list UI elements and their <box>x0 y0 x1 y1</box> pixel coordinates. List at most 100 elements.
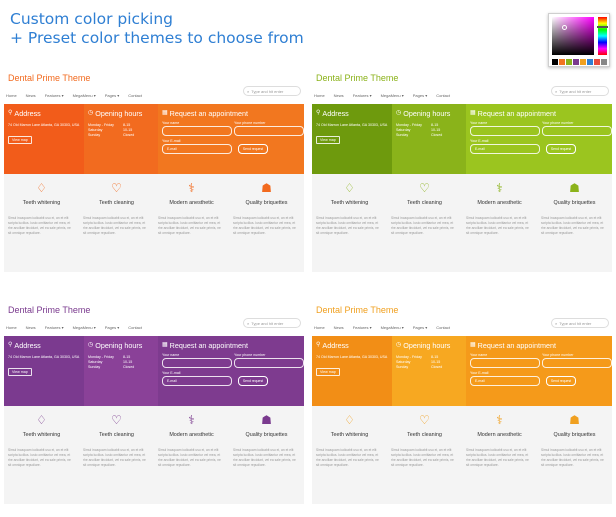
search-icon: ⌕ <box>555 320 558 326</box>
send-request-button[interactable]: Send request <box>546 144 576 154</box>
search-input[interactable]: ⌕ Type and hit enter <box>243 318 301 328</box>
address-heading: ⚲ Address <box>316 109 388 118</box>
search-input[interactable]: ⌕ Type and hit enter <box>243 86 301 96</box>
name-input[interactable] <box>470 126 540 136</box>
nav-item[interactable]: News <box>333 92 344 98</box>
appointment-heading: ▦ Request an appointment <box>162 341 300 350</box>
search-input[interactable]: ⌕ Type and hit enter <box>551 86 609 96</box>
feature-item: ☗ Quality briquettes Simul incaquam iudica… <box>229 414 304 468</box>
nav-item[interactable]: Pages ▾ <box>104 324 120 330</box>
name-input[interactable] <box>162 126 232 136</box>
send-request-button[interactable]: Send request <box>546 376 576 386</box>
preset-swatch[interactable] <box>587 59 593 65</box>
contact-hero: ⚲ Address 74 Old Marron Lane Atlanta, GA 3… <box>312 104 612 174</box>
send-request-button[interactable]: Send request <box>238 376 268 386</box>
hue-slider[interactable] <box>598 17 607 55</box>
appointment-heading: ▦ Request an appointment <box>470 341 608 350</box>
nav-item[interactable]: MegaMenu ▾ <box>72 324 96 330</box>
email-input[interactable]: E-mail <box>470 376 540 386</box>
phone-input[interactable] <box>234 126 304 136</box>
preset-swatch[interactable] <box>566 59 572 65</box>
picker-knob[interactable] <box>562 25 567 30</box>
feature-label: Teeth whitening <box>330 432 369 438</box>
search-icon: ⌕ <box>555 88 558 94</box>
preset-swatch[interactable] <box>573 59 579 65</box>
view-map-button[interactable]: View map <box>316 136 340 144</box>
feature-item: ♡ Teeth cleaning Simul incaquam iudicabit … <box>79 414 154 468</box>
address-heading-text: Address <box>322 109 349 118</box>
feature-description: Simul incaquam iudicabit usu ei, an et e… <box>466 216 529 235</box>
nav-item[interactable]: Home <box>314 92 325 98</box>
nav-item[interactable]: Home <box>6 324 17 330</box>
email-input[interactable]: E-mail <box>162 144 232 154</box>
search-input[interactable]: ⌕ Type and hit enter <box>551 318 609 328</box>
nav-item[interactable]: Pages ▾ <box>104 92 120 98</box>
feature-description: Simul incaquam iudicabit usu ei, an et e… <box>8 448 71 467</box>
feature-label: Teeth whitening <box>330 200 369 206</box>
diamond-icon: ♢ <box>36 413 47 427</box>
preset-swatch[interactable] <box>580 59 586 65</box>
hours-time: 8-15 <box>123 123 131 127</box>
feature-item: ☗ Quality briquettes Simul incaquam iudica… <box>229 182 304 236</box>
address-heading-text: Address <box>322 341 349 350</box>
feature-item: ♢ Teeth whitening Simul incaquam iudicabit… <box>4 182 79 236</box>
phone-input[interactable] <box>234 358 304 368</box>
phone-input[interactable] <box>542 358 612 368</box>
nav-item[interactable]: MegaMenu ▾ <box>72 92 96 98</box>
theme-title: Dental Prime Theme <box>8 305 91 315</box>
nav-item[interactable]: Contact <box>128 324 142 330</box>
view-map-button[interactable]: View map <box>8 136 32 144</box>
hue-slider-handle[interactable] <box>597 26 608 28</box>
nav-item[interactable]: Pages ▾ <box>412 324 428 330</box>
headline-line-2: + Preset color themes to choose from <box>10 29 304 47</box>
nav-item[interactable]: News <box>25 324 36 330</box>
features-section: ♢ Teeth whitening Simul incaquam iudicabit… <box>312 174 612 272</box>
appointment-form: Your name Your phone number Your E-mail E-m… <box>162 121 304 157</box>
send-request-button[interactable]: Send request <box>238 144 268 154</box>
preset-swatch[interactable] <box>552 59 558 65</box>
hours-day: Monday - Friday <box>88 355 114 359</box>
view-map-button[interactable]: View map <box>316 368 340 376</box>
address-text: 74 Old Marron Lane Atlanta, GA 30303, US… <box>316 355 388 359</box>
nav-item[interactable]: Features ▾ <box>352 92 372 98</box>
color-picker[interactable] <box>548 13 610 67</box>
feature-label: Teeth cleaning <box>99 200 134 206</box>
nav-item[interactable]: News <box>333 324 344 330</box>
nav-item[interactable]: Features ▾ <box>352 324 372 330</box>
hours-table: Monday - Friday 8-15 Saturday 10-15 Sunday Cl… <box>396 123 462 138</box>
saturation-value-area[interactable] <box>552 17 594 55</box>
nav-item[interactable]: Pages ▾ <box>412 92 428 98</box>
name-label: Your name <box>470 121 488 125</box>
preset-swatch[interactable] <box>601 59 607 65</box>
name-input[interactable] <box>162 358 232 368</box>
nav-item[interactable]: Contact <box>128 92 142 98</box>
nav-item[interactable]: Contact <box>436 324 450 330</box>
email-input[interactable]: E-mail <box>162 376 232 386</box>
theme-preview-green: Dental Prime Theme Home News Features ▾ Mega… <box>312 72 612 272</box>
nav-item[interactable]: Features ▾ <box>44 324 64 330</box>
preset-swatch[interactable] <box>559 59 565 65</box>
email-input[interactable]: E-mail <box>470 144 540 154</box>
name-input[interactable] <box>470 358 540 368</box>
nav-item[interactable]: News <box>25 92 36 98</box>
nav-item[interactable]: Features ▾ <box>44 92 64 98</box>
address-heading-text: Address <box>14 109 41 118</box>
appointment-heading-text: Request an appointment <box>477 109 556 118</box>
nav-item[interactable]: MegaMenu ▾ <box>380 92 404 98</box>
hours-heading: ◷ Opening hours <box>396 341 462 350</box>
hours-time: Closed <box>431 365 443 369</box>
phone-input[interactable] <box>542 126 612 136</box>
nav-item[interactable]: Contact <box>436 92 450 98</box>
feature-description: Simul incaquam iudicabit usu ei, an et e… <box>233 216 296 235</box>
theme-preview-orange: Dental Prime Theme Home News Features ▾ Mega… <box>4 72 304 272</box>
nav-item[interactable]: Home <box>6 92 17 98</box>
nav-item[interactable]: MegaMenu ▾ <box>380 324 404 330</box>
appointment-column: ▦ Request an appointment Your name Your pho… <box>466 336 612 406</box>
view-map-button[interactable]: View map <box>8 368 32 376</box>
nav-item[interactable]: Home <box>314 324 325 330</box>
appointment-heading: ▦ Request an appointment <box>470 109 608 118</box>
preset-swatch[interactable] <box>594 59 600 65</box>
features-section: ♢ Teeth whitening Simul incaquam iudicabit… <box>4 406 304 504</box>
hours-time: Closed <box>431 133 443 137</box>
feature-item: ⚕ Modern anesthetic Simul incaquam iudicab… <box>154 182 229 236</box>
